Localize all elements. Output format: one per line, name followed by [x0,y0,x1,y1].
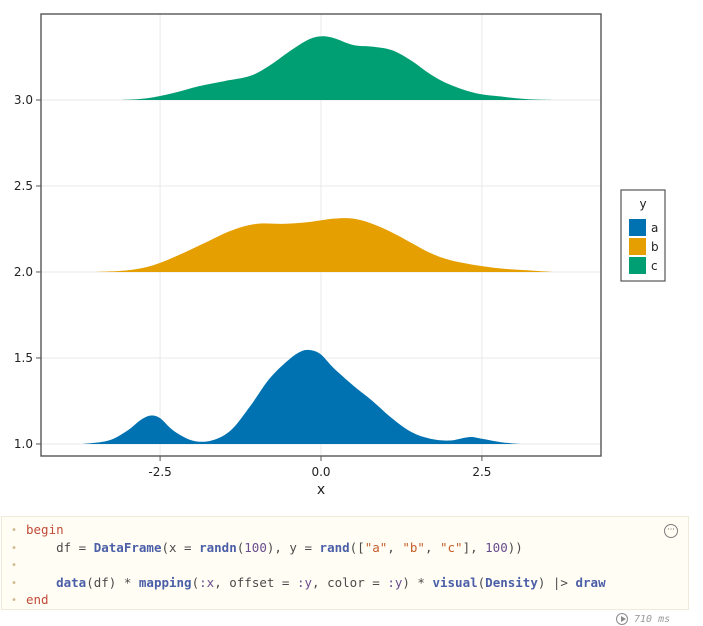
code-token: )) [507,539,523,555]
code-token: ], [462,539,486,555]
legend-label-b: b [651,240,659,254]
density-area-c [121,36,553,100]
legend[interactable]: y abc [620,189,666,282]
code-line[interactable]: end [26,591,49,609]
legend-swatch-b [629,238,646,255]
legend-swatch-c [629,257,646,274]
y-tick-label: 1.5 [14,351,33,365]
y-tick-label: 3.0 [14,93,33,107]
legend-label-a: a [651,221,658,235]
code-token: 100 [244,539,267,555]
ridgeline-density-chart: -2.5 0.0 2.5 1.0 1.5 2.0 2.5 3.0 x y abc [14,13,666,498]
run-time: 710 ms [634,613,671,625]
x-tick-label: -2.5 [148,465,171,479]
code-token: :y [296,574,313,590]
density-area-b [95,218,553,272]
ellipsis-icon[interactable]: ··· [664,524,678,538]
code-token: "a" [364,539,388,555]
code-token: rand [319,539,350,555]
y-tick-label: 2.0 [14,265,33,279]
gutter-marker: • [11,525,18,536]
code-token: (x = [161,539,200,555]
y-axis-ticks: 1.0 1.5 2.0 2.5 3.0 [14,93,41,451]
code-token: , [387,539,403,555]
code-token: , offset = [214,574,297,590]
code-token: df = [26,539,94,555]
x-tick-label: 0.0 [311,465,330,479]
legend-title: y [639,197,646,211]
gutter-marker: • [11,560,18,571]
code-token: 100 [485,539,508,555]
code-token: ( [477,574,486,590]
code-token: mapping [138,574,192,590]
code-token: end [26,592,49,607]
code-line[interactable]: df = DataFrame(x = randn(100), y = rand(… [26,539,523,557]
code-token: visual [432,574,478,590]
code-token: ([ [349,539,365,555]
code-token: "b" [402,539,425,555]
x-tick-label: 2.5 [472,465,491,479]
code-token: DataFrame [93,539,162,555]
code-token: , [424,539,440,555]
code-token: :y [387,574,403,590]
legend-label-c: c [651,259,658,273]
code-token: , color = [312,574,388,590]
code-token: randn [199,539,237,555]
code-line[interactable]: begin [26,521,64,539]
legend-swatch-a [629,219,646,236]
gutter-marker: • [11,577,18,589]
code-token: ) * [402,574,433,590]
code-token: ( [191,574,200,590]
code-line[interactable]: data(df) * mapping(:x, offset = :y, colo… [26,574,606,592]
code-token: data [56,574,87,590]
code-cell[interactable]: ··· • begin • df = DataFrame(x = randn(100… [1,516,689,610]
code-token: draw [575,574,606,590]
y-tick-label: 2.5 [14,179,33,193]
code-token: ( [236,539,245,555]
play-icon[interactable] [616,613,628,625]
gutter-marker: • [11,595,18,606]
code-token: (df) * [86,574,139,590]
code-token [26,575,56,590]
run-info: 710 ms [616,612,670,626]
code-token: ), y = [266,539,320,555]
code-token: ) |> [537,574,576,590]
density-areas [82,36,553,444]
x-axis-label: x [317,482,325,498]
code-token: :x [199,574,215,590]
code-token: Density [485,574,538,590]
code-token: "c" [440,539,463,555]
gutter-marker: • [11,542,18,554]
code-token: begin [26,522,64,537]
y-tick-label: 1.0 [14,437,33,451]
x-axis-ticks: -2.5 0.0 2.5 [148,456,491,479]
density-area-a [82,349,521,444]
